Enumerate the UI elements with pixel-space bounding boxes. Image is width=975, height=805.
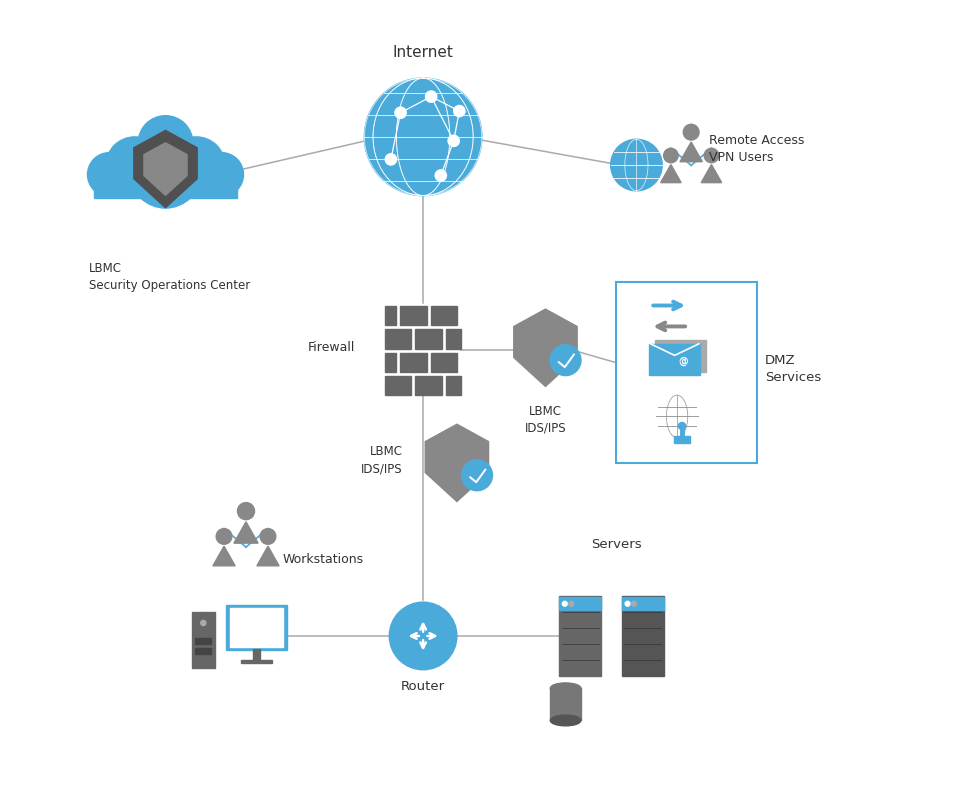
Text: LBMC
Security Operations Center: LBMC Security Operations Center xyxy=(89,262,251,291)
Bar xyxy=(622,596,664,676)
Bar xyxy=(385,306,396,325)
Circle shape xyxy=(550,345,581,376)
Circle shape xyxy=(625,601,630,606)
Circle shape xyxy=(435,170,447,181)
Circle shape xyxy=(563,601,567,606)
Bar xyxy=(415,329,442,349)
Text: @: @ xyxy=(679,357,688,366)
Bar xyxy=(229,609,284,646)
Circle shape xyxy=(568,601,573,606)
Bar xyxy=(655,341,706,372)
Bar xyxy=(431,306,457,325)
Circle shape xyxy=(168,137,225,194)
Polygon shape xyxy=(144,142,187,196)
Polygon shape xyxy=(256,547,279,566)
Circle shape xyxy=(106,137,164,194)
Circle shape xyxy=(453,105,465,117)
Circle shape xyxy=(683,124,699,140)
Bar xyxy=(195,649,212,654)
Bar xyxy=(559,596,601,676)
Text: LBMC
IDS/IPS: LBMC IDS/IPS xyxy=(525,405,566,435)
Bar xyxy=(559,597,601,610)
Circle shape xyxy=(461,460,492,491)
Text: Router: Router xyxy=(401,680,446,693)
Polygon shape xyxy=(213,547,235,566)
Bar xyxy=(400,306,427,325)
Bar xyxy=(253,649,260,662)
Bar xyxy=(226,605,287,650)
Ellipse shape xyxy=(550,683,581,694)
Circle shape xyxy=(395,107,407,118)
Bar xyxy=(195,638,212,644)
Circle shape xyxy=(138,116,193,171)
Bar xyxy=(431,353,457,372)
Circle shape xyxy=(200,153,244,196)
Circle shape xyxy=(88,153,132,196)
Bar xyxy=(385,329,411,349)
Polygon shape xyxy=(514,309,577,386)
Text: DMZ
Services: DMZ Services xyxy=(765,353,822,384)
Text: Firewall: Firewall xyxy=(307,341,355,354)
Polygon shape xyxy=(134,130,197,208)
Text: Remote Access
VPN Users: Remote Access VPN Users xyxy=(709,134,804,164)
Ellipse shape xyxy=(550,715,581,726)
Bar xyxy=(649,344,700,375)
Circle shape xyxy=(201,621,206,625)
Bar xyxy=(385,353,396,372)
Bar xyxy=(94,171,237,198)
Polygon shape xyxy=(661,164,682,183)
Circle shape xyxy=(389,602,457,670)
Circle shape xyxy=(238,502,254,520)
Circle shape xyxy=(130,137,201,208)
Bar xyxy=(622,597,664,610)
Circle shape xyxy=(632,601,637,606)
Circle shape xyxy=(679,423,685,430)
Text: Workstations: Workstations xyxy=(282,553,364,566)
Circle shape xyxy=(365,78,482,196)
Bar xyxy=(241,660,272,663)
Circle shape xyxy=(664,148,678,163)
Text: LBMC
IDS/IPS: LBMC IDS/IPS xyxy=(362,445,403,476)
Bar xyxy=(385,376,411,395)
Circle shape xyxy=(216,529,232,544)
Circle shape xyxy=(610,139,662,191)
Circle shape xyxy=(385,154,397,165)
Bar xyxy=(446,376,461,395)
Bar xyxy=(400,353,427,372)
Circle shape xyxy=(260,529,276,544)
Bar xyxy=(192,612,214,668)
Polygon shape xyxy=(425,424,488,502)
Polygon shape xyxy=(701,164,722,183)
Bar xyxy=(415,376,442,395)
Polygon shape xyxy=(675,436,689,444)
Bar xyxy=(446,329,461,349)
Text: Servers: Servers xyxy=(591,539,642,551)
Circle shape xyxy=(704,148,719,163)
Polygon shape xyxy=(234,522,258,543)
Bar xyxy=(550,688,581,720)
Text: Internet: Internet xyxy=(393,45,453,60)
Circle shape xyxy=(448,135,459,147)
Circle shape xyxy=(425,91,437,102)
FancyBboxPatch shape xyxy=(616,282,758,463)
Polygon shape xyxy=(680,142,702,162)
